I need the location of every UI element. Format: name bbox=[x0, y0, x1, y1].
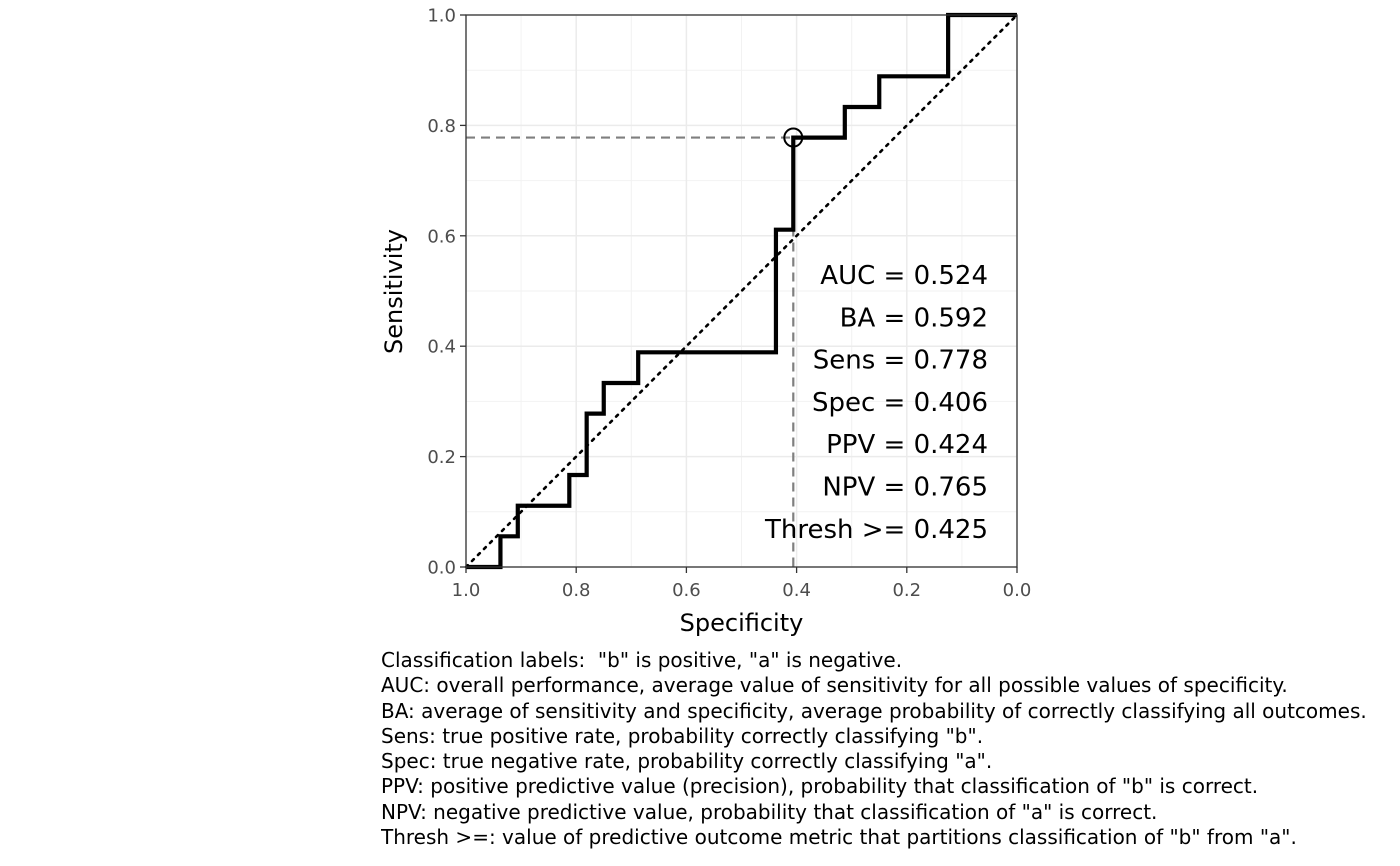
caption-line: BA: average of sensitivity and specifici… bbox=[381, 698, 1367, 723]
y-tick-label: 0.2 bbox=[427, 447, 456, 468]
stat-annotation: BA = 0.592 bbox=[840, 303, 988, 333]
caption-line: NPV: negative predictive value, probabil… bbox=[381, 799, 1158, 824]
series-group bbox=[464, 12, 1019, 570]
stat-annotation: Spec = 0.406 bbox=[812, 388, 988, 418]
y-tick-labels: 0.0 0.2 0.4 0.6 0.8 1.0 bbox=[427, 6, 456, 579]
caption-line: PPV: positive predictive value (precisio… bbox=[381, 774, 1259, 799]
y-axis-title: Sensitivity bbox=[380, 229, 408, 354]
x-tick-label: 0.6 bbox=[672, 580, 701, 601]
panel-border bbox=[465, 14, 1018, 568]
x-tick-label: 0.4 bbox=[782, 580, 811, 601]
y-tick-label: 1.0 bbox=[427, 6, 456, 27]
optimal-point-marker bbox=[783, 127, 804, 148]
roc-chart: 1.0 0.8 0.6 0.4 0.2 0.0 0.0 0.2 0.4 0.6 0.8 1.0 Sp… bbox=[380, 6, 1032, 638]
x-tick-label: 0.0 bbox=[1003, 580, 1032, 601]
stats-annotations: AUC = 0.524 BA = 0.592 Sens = 0.778 Spec = … bbox=[764, 261, 988, 545]
stat-annotation: Thresh >= 0.425 bbox=[764, 515, 988, 545]
x-tick-label: 0.8 bbox=[562, 580, 591, 601]
chance-diagonal-line bbox=[464, 13, 1019, 569]
reference-lines bbox=[466, 136, 795, 567]
axis-ticks bbox=[460, 14, 1018, 573]
caption-line: Thresh >=: value of predictive outcome m… bbox=[381, 825, 1297, 850]
x-tick-label: 0.2 bbox=[892, 580, 921, 601]
stat-annotation: PPV = 0.424 bbox=[826, 430, 988, 460]
caption-line: Classification labels: "b" is positive, … bbox=[381, 648, 903, 672]
caption-line: Sens: true positive rate, probability co… bbox=[381, 723, 984, 748]
y-tick-label: 0.4 bbox=[427, 337, 456, 358]
y-tick-label: 0.8 bbox=[427, 116, 456, 137]
x-tick-labels: 1.0 0.8 0.6 0.4 0.2 0.0 bbox=[452, 580, 1032, 601]
y-tick-label: 0.6 bbox=[427, 226, 456, 247]
x-axis-title: Specificity bbox=[680, 609, 804, 637]
stat-annotation: Sens = 0.778 bbox=[813, 346, 988, 376]
caption-line: AUC: overall performance, average value … bbox=[381, 673, 1288, 698]
y-tick-label: 0.0 bbox=[427, 558, 456, 579]
caption-list: Classification labels: "b" is positive, … bbox=[381, 648, 1400, 850]
stat-annotation: AUC = 0.524 bbox=[820, 261, 988, 291]
roc-curve-line bbox=[466, 12, 1017, 570]
caption-line: Spec: true negative rate, probability co… bbox=[381, 749, 993, 774]
stat-annotation: NPV = 0.765 bbox=[822, 473, 988, 503]
x-tick-label: 1.0 bbox=[452, 580, 481, 601]
